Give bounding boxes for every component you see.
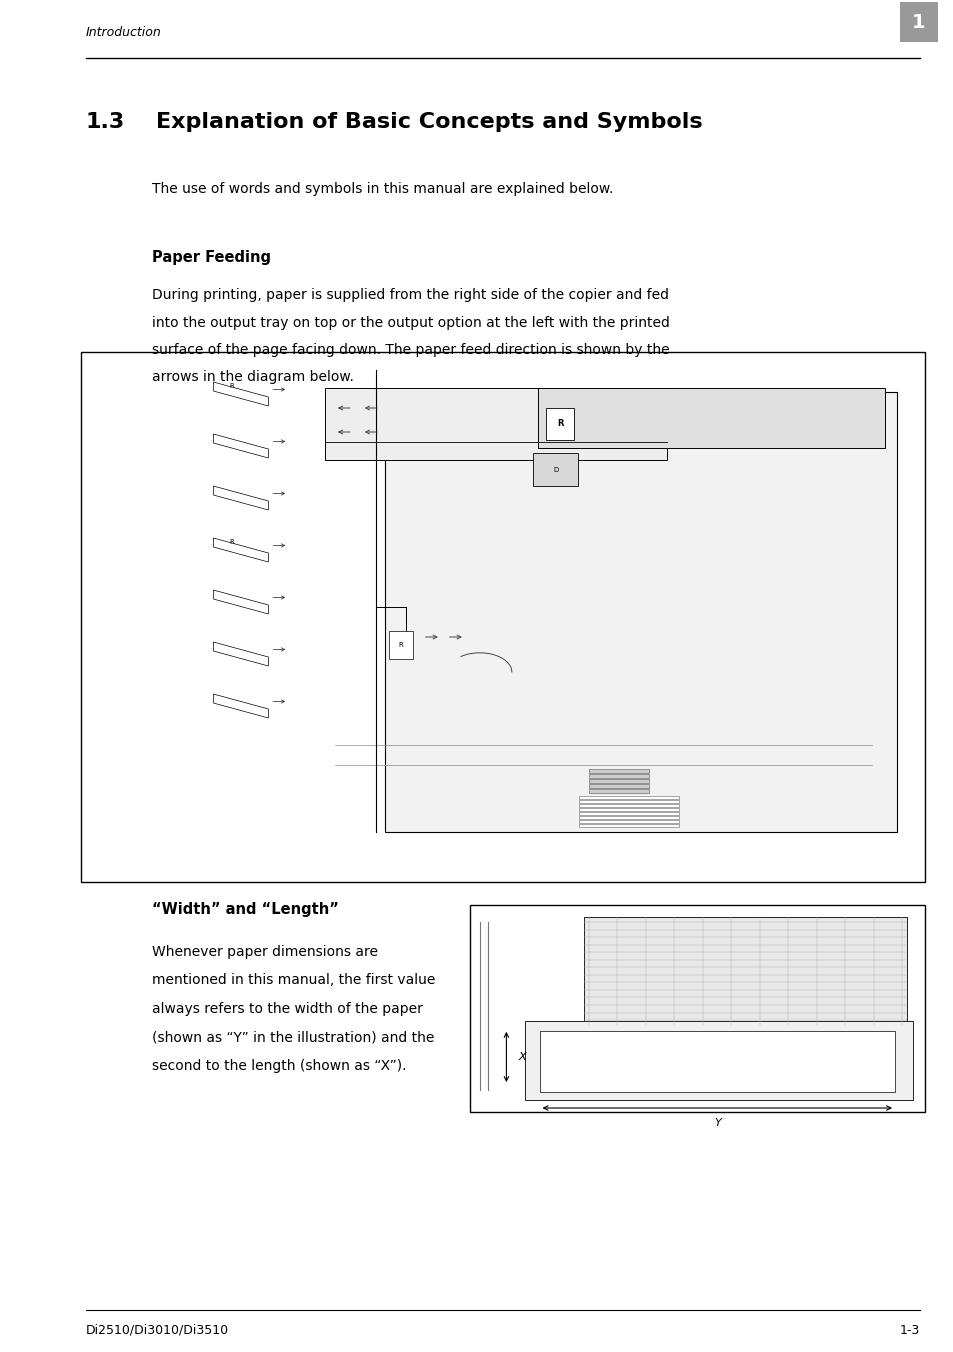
- Text: second to the length (shown as “X”).: second to the length (shown as “X”).: [152, 1059, 406, 1073]
- Bar: [589, 784, 649, 788]
- Bar: [583, 917, 906, 1025]
- Text: R: R: [398, 642, 403, 648]
- Text: always refers to the width of the paper: always refers to the width of the paper: [152, 1002, 422, 1015]
- Bar: [578, 815, 679, 819]
- Bar: [524, 1021, 912, 1101]
- Text: Di2510/Di3010/Di3510: Di2510/Di3010/Di3510: [86, 1324, 229, 1337]
- Bar: [578, 807, 679, 811]
- Bar: [578, 811, 679, 815]
- Bar: [589, 773, 649, 777]
- Bar: [546, 408, 574, 439]
- Bar: [899, 1, 937, 42]
- Text: The use of words and symbols in this manual are explained below.: The use of words and symbols in this man…: [152, 183, 613, 196]
- Bar: [578, 795, 679, 799]
- Bar: [537, 388, 884, 448]
- Bar: [589, 769, 649, 773]
- Bar: [389, 631, 413, 658]
- Polygon shape: [213, 485, 268, 510]
- Text: “Width” and “Length”: “Width” and “Length”: [152, 902, 338, 917]
- Bar: [578, 819, 679, 823]
- Text: arrows in the diagram below.: arrows in the diagram below.: [152, 370, 354, 384]
- Text: into the output tray on top or the output option at the left with the printed: into the output tray on top or the outpu…: [152, 315, 669, 330]
- Bar: [81, 352, 924, 882]
- Text: Explanation of Basic Concepts and Symbols: Explanation of Basic Concepts and Symbol…: [156, 112, 702, 132]
- Text: 1.3: 1.3: [86, 112, 125, 132]
- Text: X: X: [517, 1052, 525, 1061]
- Bar: [533, 453, 578, 485]
- Text: surface of the page facing down. The paper feed direction is shown by the: surface of the page facing down. The pap…: [152, 343, 669, 357]
- Polygon shape: [213, 642, 268, 667]
- Text: Introduction: Introduction: [86, 26, 162, 38]
- Bar: [578, 803, 679, 807]
- Text: During printing, paper is supplied from the right side of the copier and fed: During printing, paper is supplied from …: [152, 288, 668, 301]
- Polygon shape: [213, 434, 268, 458]
- Bar: [578, 823, 679, 827]
- Text: Y: Y: [713, 1118, 720, 1128]
- Bar: [470, 904, 924, 1111]
- Polygon shape: [213, 383, 268, 406]
- Text: D: D: [553, 466, 558, 472]
- Text: R: R: [229, 384, 233, 389]
- Text: (shown as “Y” in the illustration) and the: (shown as “Y” in the illustration) and t…: [152, 1030, 434, 1045]
- Text: 1-3: 1-3: [899, 1324, 919, 1337]
- Bar: [539, 1032, 894, 1092]
- Bar: [578, 799, 679, 803]
- Text: R: R: [557, 419, 563, 429]
- Polygon shape: [213, 589, 268, 614]
- Bar: [589, 779, 649, 783]
- Text: R: R: [229, 539, 233, 545]
- Text: Whenever paper dimensions are: Whenever paper dimensions are: [152, 945, 377, 959]
- Bar: [325, 388, 666, 460]
- Polygon shape: [213, 694, 268, 718]
- Text: mentioned in this manual, the first value: mentioned in this manual, the first valu…: [152, 973, 435, 987]
- Text: Paper Feeding: Paper Feeding: [152, 250, 271, 265]
- Text: 1: 1: [911, 12, 924, 31]
- Bar: [589, 790, 649, 794]
- Bar: [384, 392, 896, 831]
- Polygon shape: [213, 538, 268, 562]
